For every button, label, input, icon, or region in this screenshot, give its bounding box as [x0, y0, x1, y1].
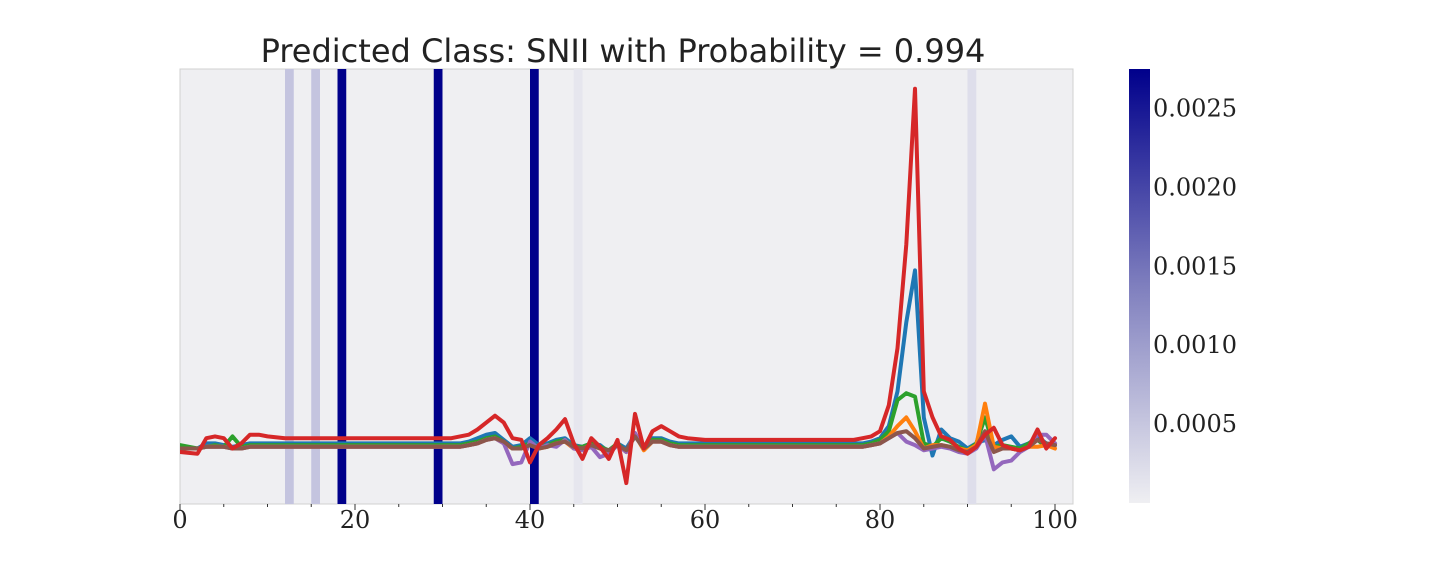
- x-axis: 0 20 40 60 80 100: [172, 504, 1078, 534]
- attention-band-1: [311, 69, 320, 504]
- colorbar-tick-label-4: 0.0025: [1153, 94, 1237, 122]
- colorbar-tick-label-2: 0.0015: [1153, 252, 1237, 280]
- attention-bands: [285, 69, 977, 504]
- attention-band-3: [433, 69, 443, 504]
- chart-title: Predicted Class: SNII with Probability =…: [261, 32, 986, 70]
- colorbar-tick-label-1: 0.0010: [1153, 331, 1237, 359]
- colorbar-tick-label-3: 0.0020: [1153, 173, 1237, 201]
- x-tick-label-100: 100: [1032, 506, 1078, 534]
- colorbar-ticks: 0.0005 0.0010 0.0015 0.0020 0.0025: [1153, 94, 1237, 438]
- colorbar-tick-label-0: 0.0005: [1153, 410, 1237, 438]
- series-line-5: [180, 429, 1057, 454]
- x-tick-label-0: 0: [172, 506, 187, 534]
- plot-background: [179, 68, 1074, 505]
- attention-band-6: [967, 69, 977, 504]
- attention-band-4: [530, 69, 539, 504]
- colorbar: [1129, 69, 1150, 503]
- series-lines: [180, 86, 1057, 486]
- x-tick-label-80: 80: [865, 506, 896, 534]
- series-line-0: [180, 86, 1057, 486]
- attention-band-0: [285, 69, 294, 504]
- x-tick-label-60: 60: [690, 506, 721, 534]
- attention-band-2: [337, 69, 347, 504]
- x-tick-label-20: 20: [340, 506, 371, 534]
- x-tick-label-40: 40: [515, 506, 546, 534]
- attention-band-5: [573, 69, 583, 504]
